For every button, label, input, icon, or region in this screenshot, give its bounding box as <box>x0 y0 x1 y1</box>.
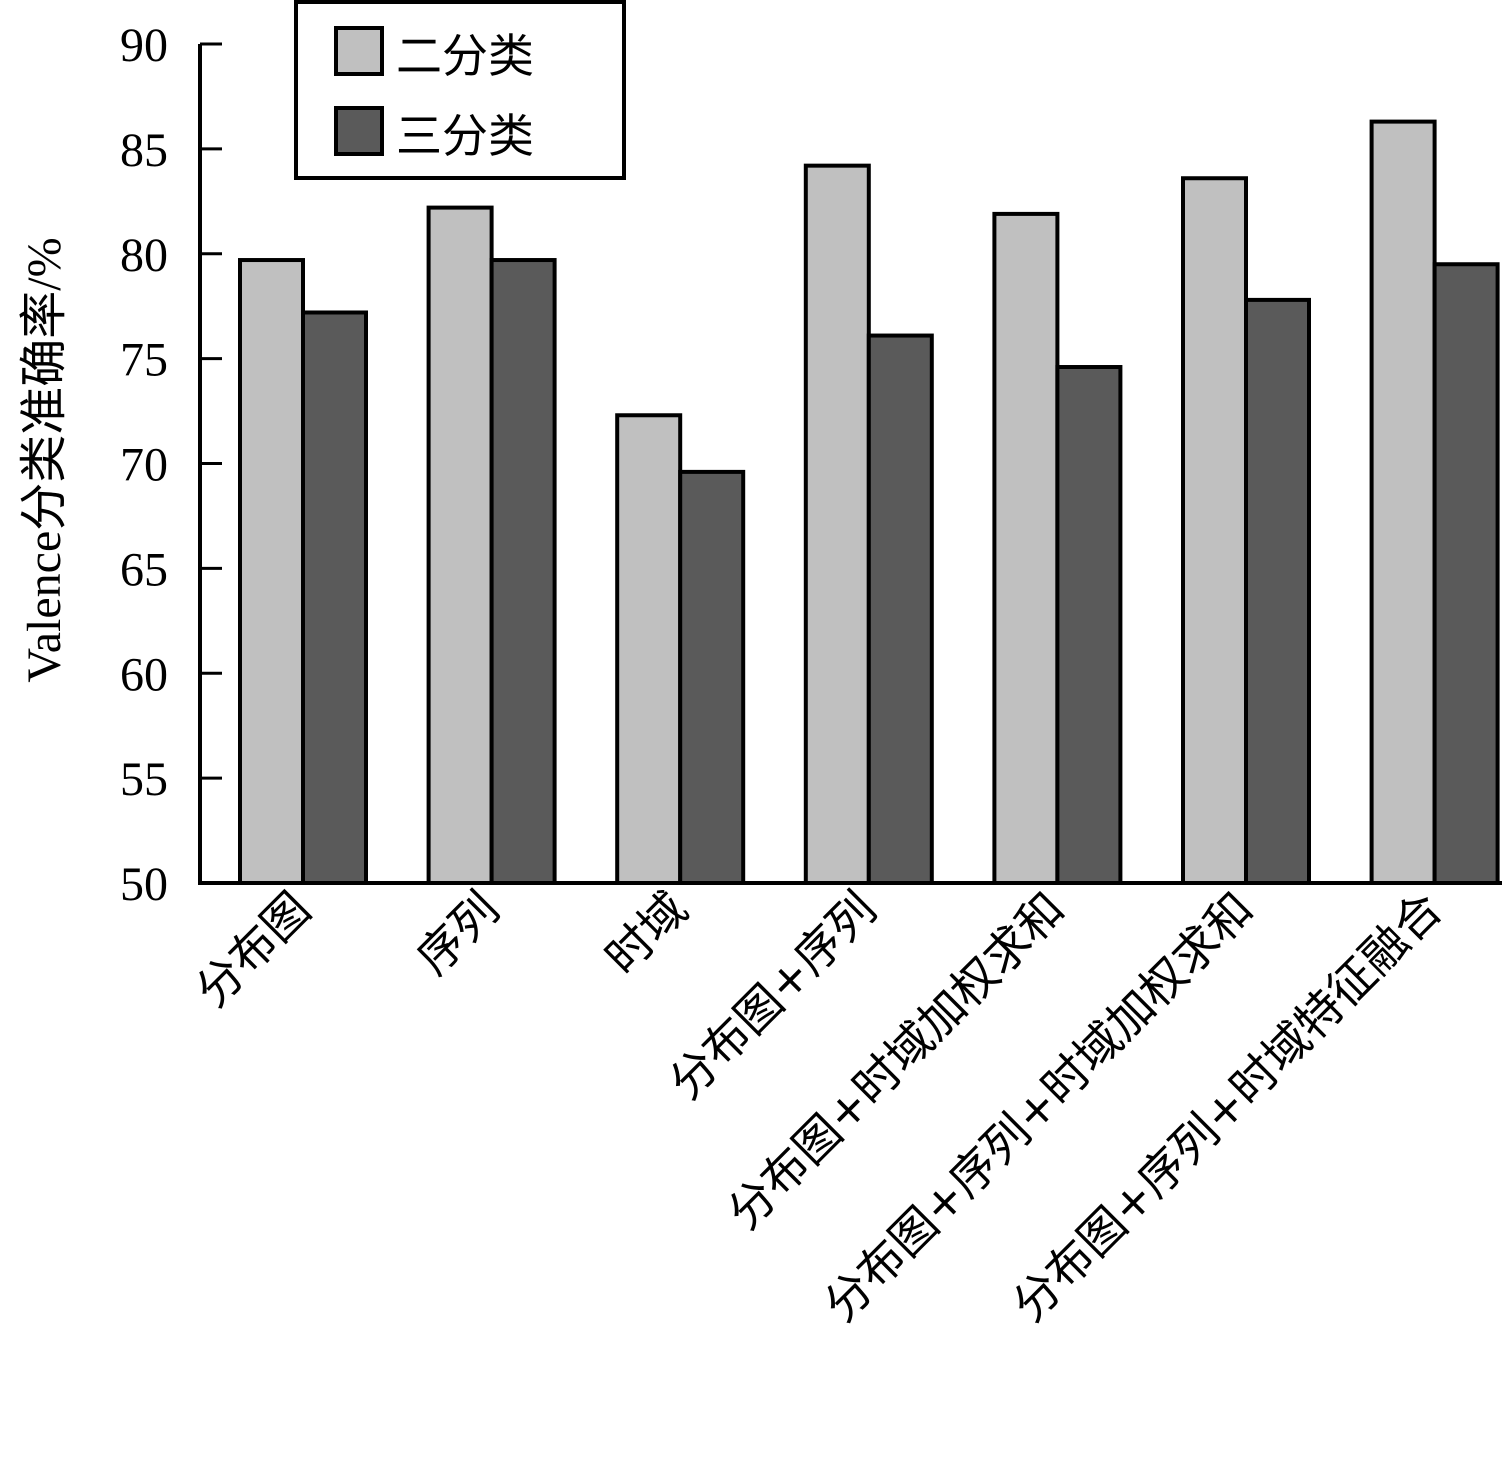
bar-binary-0 <box>238 258 305 886</box>
bar-binary-6 <box>1369 119 1437 886</box>
bar-binary-3 <box>803 163 871 885</box>
y-axis-title: Valence分类准确率/% <box>18 237 71 682</box>
x-tick-labels: 分布图 序列 时域分布图+序列分布图+时域加权求和分布图+序列+时域加权求和分布图+… <box>185 882 1452 1332</box>
legend-label-ternary: 三分类 <box>396 109 534 163</box>
y-ticks: 50 55 60 65 70 75 80 85 90 <box>120 19 222 911</box>
y-tick-label: 55 <box>120 753 168 806</box>
bar-ternary-2 <box>678 469 746 885</box>
bar-binary-1 <box>426 205 494 886</box>
bar-ternary-1 <box>489 258 557 886</box>
bar-ternary-3 <box>866 333 934 885</box>
legend-label-binary: 二分类 <box>396 29 534 83</box>
bar-binary-2 <box>615 413 683 885</box>
legend-swatch-ternary <box>334 106 384 156</box>
y-tick-label: 50 <box>120 858 168 911</box>
bar-binary-4 <box>992 211 1060 885</box>
bar-ternary-6 <box>1432 262 1500 885</box>
y-tick-label: 80 <box>120 229 168 282</box>
x-tick-label: 分布图 <box>185 882 321 1018</box>
bar-ternary-4 <box>1055 365 1123 885</box>
y-tick-label: 85 <box>120 124 168 177</box>
legend: 二分类 三分类 <box>294 0 626 180</box>
bar-ternary-5 <box>1244 297 1311 885</box>
bar-binary-5 <box>1181 176 1248 886</box>
bars-layer <box>238 119 1500 886</box>
y-tick-label: 60 <box>120 648 168 701</box>
y-tick-label: 90 <box>120 19 168 72</box>
x-tick-label: 序列 <box>406 882 509 985</box>
y-tick-label: 65 <box>120 543 168 596</box>
legend-swatch-binary <box>334 26 384 76</box>
y-tick-label: 70 <box>120 439 168 492</box>
y-tick-label: 75 <box>120 334 168 387</box>
bar-ternary-0 <box>301 310 368 886</box>
x-tick-label: 时域 <box>595 882 698 985</box>
x-tick-label: 分布图+时域加权求和 <box>717 882 1075 1240</box>
